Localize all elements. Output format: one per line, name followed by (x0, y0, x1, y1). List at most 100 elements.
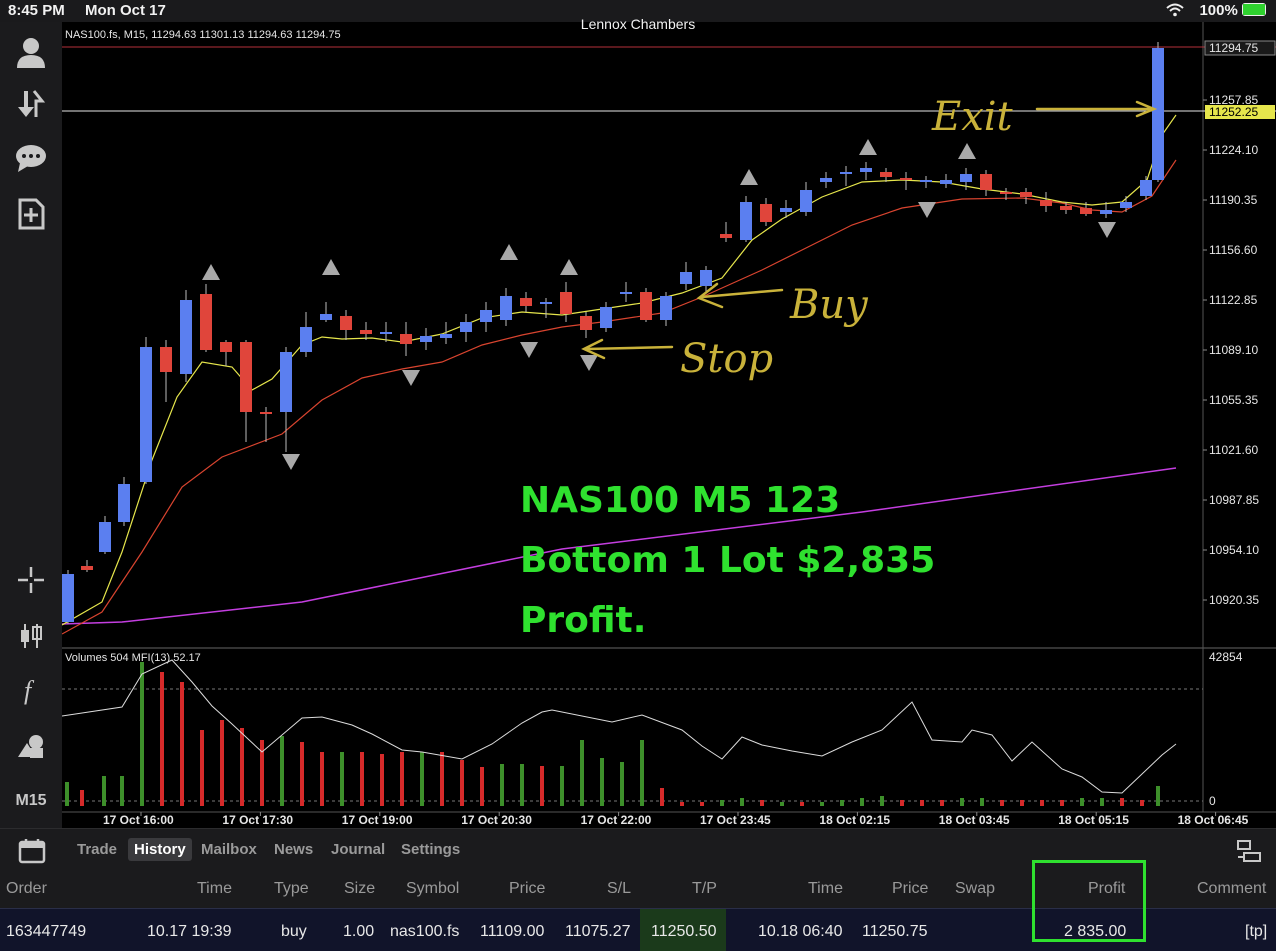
candle-body (99, 522, 111, 552)
volume-bar (200, 730, 204, 806)
objects-button[interactable] (10, 726, 52, 766)
volume-bar (980, 798, 984, 806)
volume-bar (1020, 800, 1024, 806)
volume-bar (640, 740, 644, 806)
candle-body (440, 334, 452, 338)
cell-sl: 11075.27 (565, 923, 631, 940)
chart-type-button[interactable] (10, 616, 52, 656)
candle-body (118, 484, 130, 522)
calendar-icon[interactable] (18, 838, 46, 864)
volume-zero-label: 0 (1209, 794, 1216, 808)
candle-body (920, 180, 932, 182)
candle-body (300, 327, 312, 352)
volume-bar (180, 682, 184, 806)
new-document-icon (18, 198, 45, 230)
volume-bars (65, 662, 1160, 806)
cell-symbol: nas100.fs (390, 923, 460, 940)
candle-body (840, 172, 852, 174)
col-close-price: Price (892, 880, 929, 897)
volume-bar (560, 766, 564, 806)
down-arrow-icon (580, 355, 598, 371)
volume-bar (760, 800, 764, 806)
col-open-price: Price (509, 880, 546, 897)
account-icon (17, 38, 45, 68)
candle-body (140, 347, 152, 482)
price-chart[interactable]: NAS100.fs, M15, 11294.63 11301.13 11294.… (62, 22, 1276, 828)
candle-body (680, 272, 692, 284)
tab-history[interactable]: History (128, 838, 192, 861)
col-symbol: Symbol (406, 880, 460, 897)
bottom-toolbar: Trade History Mailbox News Journal Setti… (0, 828, 1276, 873)
layout-icon[interactable] (1236, 839, 1262, 863)
crosshair-icon (18, 567, 44, 593)
cell-tp: 11250.50 (651, 923, 717, 940)
time-label: 18 Oct 03:45 (939, 813, 1010, 827)
candlestick-icon (21, 624, 42, 648)
price-label: 11021.60 (1209, 443, 1258, 457)
stop-arrow (581, 338, 674, 360)
tab-settings[interactable]: Settings (401, 841, 461, 858)
volume-bar (1156, 786, 1160, 806)
symbol-info: NAS100.fs, M15, 11294.63 11301.13 11294.… (65, 29, 341, 41)
volume-bar (780, 802, 784, 806)
volume-bar (340, 752, 344, 806)
volume-bar (540, 766, 544, 806)
tab-journal[interactable]: Journal (331, 841, 386, 858)
annotation-line-3: Profit. (520, 600, 646, 641)
time-label: 17 Oct 23:45 (700, 813, 771, 827)
candle-body (1040, 200, 1052, 206)
wifi-icon (1166, 3, 1184, 17)
volume-bar (280, 736, 284, 806)
time-label: 17 Oct 20:30 (461, 813, 532, 827)
candle-body (780, 208, 792, 212)
exit-handwriting: Exit (931, 94, 1014, 140)
timeframe-button[interactable]: M15 (15, 792, 47, 809)
col-order: Order (6, 880, 47, 897)
cell-open-price: 11109.00 (480, 923, 545, 940)
candle-body (640, 292, 652, 320)
candle-body (200, 294, 212, 350)
candle-body (460, 322, 472, 332)
col-comment: Comment (1197, 880, 1267, 897)
volume-bar (460, 760, 464, 806)
candle-body (860, 168, 872, 172)
volume-bar (1140, 800, 1144, 806)
function-icon: f (24, 676, 35, 705)
buy-handwriting: Buy (789, 282, 869, 328)
up-arrow-icon (740, 169, 758, 185)
candle-body (740, 202, 752, 240)
candle-body (580, 316, 592, 330)
tab-news[interactable]: News (274, 841, 314, 858)
trade-button[interactable] (10, 84, 52, 124)
volume-max-label: 42854 (1209, 650, 1243, 664)
svg-text:f: f (24, 676, 35, 705)
objects-icon (18, 735, 43, 758)
volume-bar (520, 764, 524, 806)
exit-arrow (1035, 100, 1158, 118)
volume-bar (80, 790, 84, 806)
price-label: 11156.60 (1209, 243, 1258, 257)
candle-body (620, 292, 632, 294)
crosshair-button[interactable] (10, 560, 52, 600)
account-button[interactable] (10, 32, 52, 72)
candle-body (720, 234, 732, 238)
indicators-button[interactable]: f (10, 670, 52, 710)
volume-bar (500, 764, 504, 806)
down-arrow-icon (282, 454, 300, 470)
tab-mailbox[interactable]: Mailbox (201, 841, 257, 858)
candle-body (980, 174, 992, 190)
tab-trade[interactable]: Trade (77, 841, 118, 858)
table-row[interactable]: 163447749 10.17 19:39 buy 1.00 nas100.fs… (0, 908, 1276, 951)
annotation-line-1: NAS100 M5 123 (520, 480, 840, 521)
candle-body (360, 330, 372, 334)
volume-bar (140, 662, 144, 806)
battery-percent: 100% (1199, 2, 1238, 19)
chat-button[interactable] (10, 138, 52, 178)
volume-bar (240, 728, 244, 806)
volume-bar (900, 800, 904, 806)
candle-body (940, 180, 952, 184)
history-table-header: Order Time Type Size Symbol Price S/L T/… (0, 872, 1276, 908)
candle-body (320, 314, 332, 320)
candle-body (1152, 48, 1164, 180)
new-order-button[interactable] (10, 194, 52, 234)
